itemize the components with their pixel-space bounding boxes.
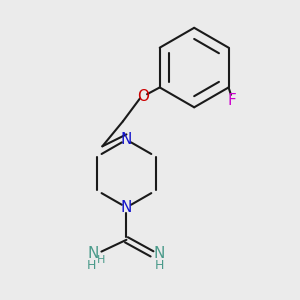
Text: H: H — [87, 259, 96, 272]
Text: N: N — [154, 246, 165, 261]
Text: H: H — [96, 255, 105, 266]
Text: H: H — [155, 259, 164, 272]
Text: O: O — [137, 89, 149, 104]
Text: N: N — [121, 200, 132, 215]
Text: N: N — [121, 132, 132, 147]
Text: F: F — [227, 93, 236, 108]
Text: N: N — [88, 246, 99, 261]
